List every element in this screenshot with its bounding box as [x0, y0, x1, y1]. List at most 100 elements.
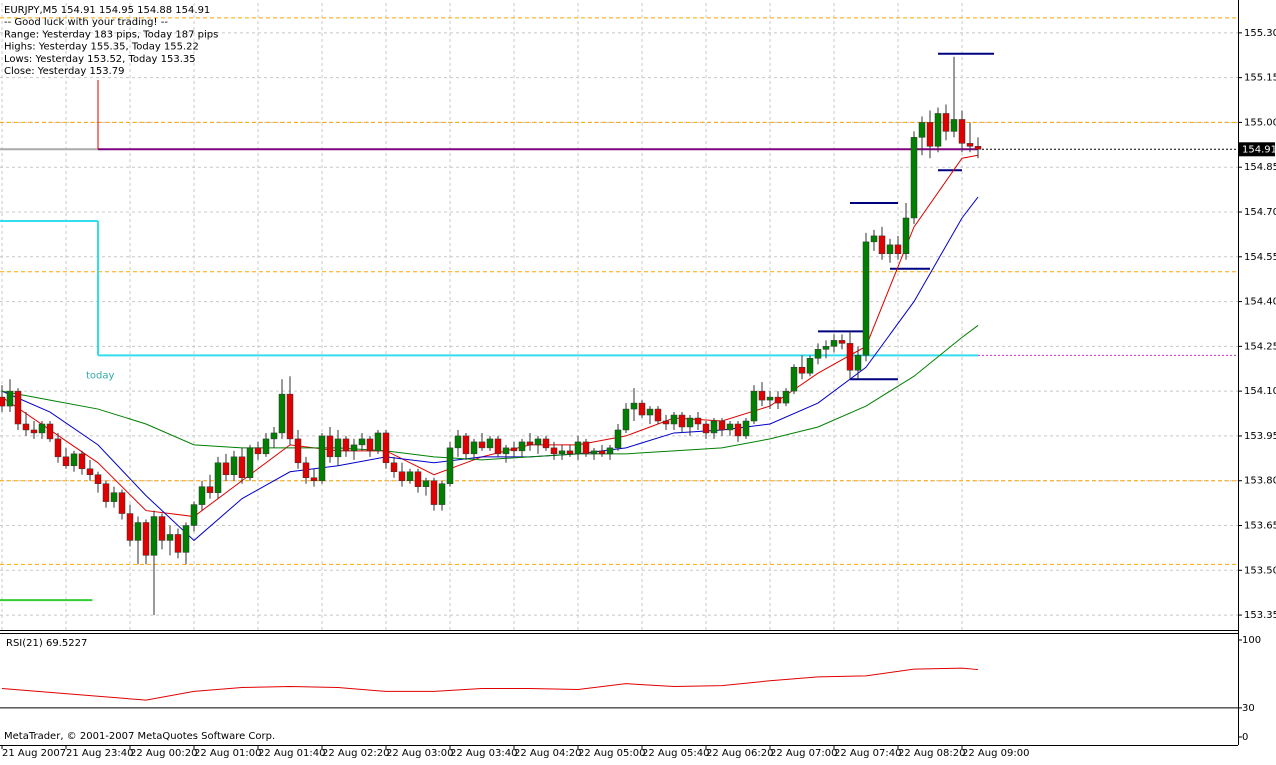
candle-body: [966, 143, 974, 147]
candle-body: [350, 444, 358, 452]
candle-body: [702, 423, 710, 434]
candle-body: [526, 441, 534, 446]
candle-body: [486, 438, 494, 449]
candle-body: [6, 390, 14, 407]
candle-body: [126, 513, 134, 541]
candle-body: [174, 534, 182, 553]
candle-body: [918, 122, 926, 138]
candle-body: [798, 367, 806, 374]
candle-body: [710, 420, 718, 434]
candle-body: [78, 453, 86, 470]
candle-body: [950, 119, 958, 132]
candle-body: [270, 432, 278, 440]
x-tick-label: 22 Aug 05:00: [578, 748, 645, 759]
candle-body: [22, 423, 30, 431]
x-tick-label: 22 Aug 00:20: [130, 748, 197, 759]
candle-body: [310, 477, 318, 481]
candle-body: [598, 450, 606, 455]
candle-body: [782, 390, 790, 404]
x-tick-label: 22 Aug 07:40: [834, 748, 901, 759]
candle-body: [14, 390, 22, 425]
candle-body: [206, 486, 214, 493]
candle-body: [302, 462, 310, 478]
candle-body: [262, 438, 270, 455]
rsi-line: [1, 667, 979, 701]
candle-body: [150, 516, 158, 556]
y-tick-label: 153.80: [1244, 476, 1276, 487]
candle-body: [638, 402, 646, 416]
candle-body: [118, 492, 126, 514]
candle-body: [846, 343, 854, 371]
candle-body: [542, 438, 550, 449]
rsi-tick-label: 30: [1242, 703, 1255, 714]
candle-body: [614, 429, 622, 449]
candle-body: [38, 423, 46, 434]
candle-body: [862, 241, 870, 356]
candle-body: [662, 420, 670, 425]
candle-body: [582, 441, 590, 455]
candle-body: [62, 456, 70, 467]
candle-body: [694, 417, 702, 425]
y-tick-label: 154.70: [1244, 207, 1276, 218]
candle-body: [30, 429, 38, 434]
candle-body: [198, 486, 206, 505]
candle-body: [502, 447, 510, 455]
rsi-tick-label: 100: [1242, 635, 1261, 646]
x-tick-label: 22 Aug 05:40: [642, 748, 709, 759]
candle-body: [886, 244, 894, 255]
candle-body: [814, 349, 822, 359]
candle-body: [974, 146, 982, 150]
candle-body: [422, 480, 430, 487]
candle-body: [102, 483, 110, 502]
candle-body: [110, 492, 118, 502]
candle-body: [278, 393, 286, 434]
candle-body: [838, 340, 846, 344]
candle-body: [86, 468, 94, 475]
candle-body: [430, 480, 438, 505]
y-tick-label: 155.30: [1244, 28, 1276, 39]
candle-body: [734, 423, 742, 437]
candle-body: [550, 447, 558, 455]
candle-body: [806, 358, 814, 374]
candle-body: [630, 402, 638, 410]
y-tick-label: 153.65: [1244, 521, 1276, 532]
candle-body: [238, 456, 246, 478]
candle-body: [566, 450, 574, 455]
candle-body: [166, 534, 174, 541]
x-tick-label: 22 Aug 02:20: [322, 748, 389, 759]
y-tick-label: 154.10: [1244, 386, 1276, 397]
candle-body: [830, 340, 838, 347]
x-tick-label: 22 Aug 04:20: [514, 748, 581, 759]
candle-body: [718, 420, 726, 431]
candle-body: [46, 423, 54, 440]
candle-body: [366, 438, 374, 452]
candle-body: [678, 414, 686, 428]
candle-body: [558, 450, 566, 455]
candle-body: [934, 113, 942, 147]
candle-body: [374, 432, 382, 452]
x-tick-label: 22 Aug 06:20: [706, 748, 773, 759]
candle-body: [902, 217, 910, 255]
candle-body: [478, 441, 486, 449]
candle-body: [766, 396, 774, 401]
candle-body: [470, 441, 478, 455]
y-tick-label: 154.55: [1244, 252, 1276, 263]
info-line: -- Good luck with your trading! --: [4, 17, 168, 28]
candle-body: [70, 453, 78, 467]
candle-body: [518, 441, 526, 452]
candle-body: [414, 471, 422, 487]
candle-body: [326, 435, 334, 458]
candle-body: [494, 438, 502, 455]
candle-body: [158, 516, 166, 541]
x-tick-label: 22 Aug 03:40: [450, 748, 517, 759]
info-line: Lows: Yesterday 153.52, Today 153.35: [4, 54, 196, 65]
candle-body: [646, 408, 654, 416]
candle-body: [870, 235, 878, 243]
x-tick-label: 22 Aug 01:40: [258, 748, 325, 759]
candle-body: [622, 408, 630, 431]
candle-body: [390, 462, 398, 473]
price-tag-label: 154.91: [1242, 144, 1276, 155]
candle-body: [590, 450, 598, 455]
